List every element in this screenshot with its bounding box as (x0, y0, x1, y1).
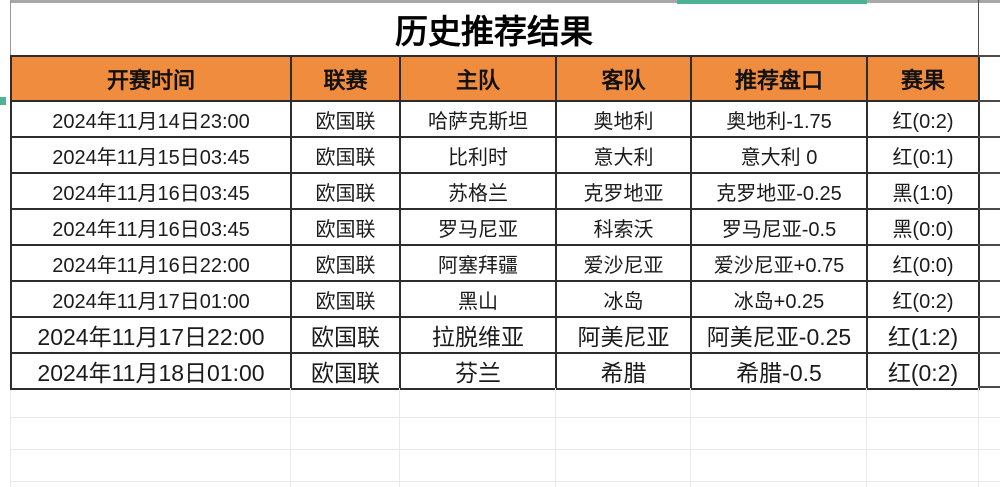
gridline-horizontal (10, 481, 1000, 482)
row-border-extension (978, 208, 1000, 210)
header-league[interactable]: 联赛 (290, 55, 401, 102)
results-table: 开赛时间 联赛 主队 客队 推荐盘口 赛果 2024年11月14日23:00 欧国… (10, 55, 980, 390)
gridline-vertical (555, 388, 556, 487)
cell-time[interactable]: 2024年11月14日23:00 (10, 100, 292, 138)
cell-away[interactable]: 意大利 (555, 136, 692, 174)
cell-time[interactable]: 2024年11月16日03:45 (10, 208, 292, 246)
cell-result[interactable]: 黑(1:0) (866, 172, 980, 210)
table-row: 2024年11月15日03:45 欧国联 比利时 意大利 意大利 0 红(0:1) (10, 136, 980, 174)
row-border-extension (978, 55, 1000, 57)
header-handicap[interactable]: 推荐盘口 (690, 55, 868, 102)
row-border-extension (978, 136, 1000, 138)
cell-away[interactable]: 冰岛 (555, 280, 692, 318)
cell-home[interactable]: 比利时 (399, 136, 557, 174)
cell-result[interactable]: 红(0:0) (866, 244, 980, 282)
cell-league[interactable]: 欧国联 (290, 172, 401, 210)
cell-result[interactable]: 红(1:2) (866, 316, 980, 354)
sheet-left-gridline-faint (10, 388, 11, 487)
cell-handicap[interactable]: 意大利 0 (690, 136, 868, 174)
cell-league[interactable]: 欧国联 (290, 352, 401, 390)
cell-time[interactable]: 2024年11月16日22:00 (10, 244, 292, 282)
cell-result[interactable]: 红(0:2) (866, 352, 980, 390)
cell-league[interactable]: 欧国联 (290, 208, 401, 246)
cell-home[interactable]: 哈萨克斯坦 (399, 100, 557, 138)
header-away-team[interactable]: 客队 (555, 55, 692, 102)
cell-handicap[interactable]: 奥地利-1.75 (690, 100, 868, 138)
cell-league[interactable]: 欧国联 (290, 136, 401, 174)
table-row: 2024年11月16日03:45 欧国联 苏格兰 克罗地亚 克罗地亚-0.25 黑(1:0… (10, 172, 980, 210)
selection-row-marker (0, 97, 6, 105)
cell-away[interactable]: 奥地利 (555, 100, 692, 138)
gridline-vertical (978, 388, 979, 487)
cell-time[interactable]: 2024年11月18日01:00 (10, 352, 292, 390)
cell-result[interactable]: 黑(0:0) (866, 208, 980, 246)
cell-away[interactable]: 科索沃 (555, 208, 692, 246)
cell-away[interactable]: 爱沙尼亚 (555, 244, 692, 282)
gridline-vertical (399, 388, 400, 487)
cell-league[interactable]: 欧国联 (290, 280, 401, 318)
row-border-extension (978, 172, 1000, 174)
gridline-horizontal (10, 417, 1000, 418)
table-row: 2024年11月18日01:00 欧国联 芬兰 希腊 希腊-0.5 红(0:2) (10, 352, 980, 390)
selection-range-top-border (677, 0, 867, 4)
page-title: 历史推荐结果 (395, 13, 593, 50)
cell-home[interactable]: 拉脱维亚 (399, 316, 557, 354)
gridline-vertical (866, 388, 867, 487)
cell-away[interactable]: 希腊 (555, 352, 692, 390)
cell-home[interactable]: 黑山 (399, 280, 557, 318)
cell-time[interactable]: 2024年11月17日01:00 (10, 280, 292, 318)
cell-away[interactable]: 克罗地亚 (555, 172, 692, 210)
cell-handicap[interactable]: 冰岛+0.25 (690, 280, 868, 318)
cell-time[interactable]: 2024年11月16日03:45 (10, 172, 292, 210)
row-border-extension (978, 352, 1000, 354)
row-border-extension (978, 280, 1000, 282)
row-border-extension (978, 100, 1000, 102)
sheet-right-gridline (978, 0, 979, 55)
table-row: 2024年11月17日01:00 欧国联 黑山 冰岛 冰岛+0.25 红(0:2) (10, 280, 980, 318)
cell-league[interactable]: 欧国联 (290, 244, 401, 282)
header-row: 开赛时间 联赛 主队 客队 推荐盘口 赛果 (10, 55, 980, 102)
cell-handicap[interactable]: 爱沙尼亚+0.75 (690, 244, 868, 282)
cell-handicap[interactable]: 希腊-0.5 (690, 352, 868, 390)
cell-home[interactable]: 罗马尼亚 (399, 208, 557, 246)
gridline-vertical (290, 388, 291, 487)
cell-league[interactable]: 欧国联 (290, 100, 401, 138)
gridline-vertical (690, 388, 691, 487)
row-border-extension (978, 244, 1000, 246)
cell-handicap[interactable]: 阿美尼亚-0.25 (690, 316, 868, 354)
table-row: 2024年11月16日22:00 欧国联 阿塞拜疆 爱沙尼亚 爱沙尼亚+0.75 红(0:… (10, 244, 980, 282)
cell-time[interactable]: 2024年11月15日03:45 (10, 136, 292, 174)
table-body: 2024年11月14日23:00 欧国联 哈萨克斯坦 奥地利 奥地利-1.75 红(0:2… (10, 100, 980, 390)
sheet-top-gridline (10, 0, 1000, 3)
header-result[interactable]: 赛果 (866, 55, 980, 102)
cell-home[interactable]: 芬兰 (399, 352, 557, 390)
cell-handicap[interactable]: 克罗地亚-0.25 (690, 172, 868, 210)
row-border-extension (978, 386, 1000, 388)
table-row: 2024年11月16日03:45 欧国联 罗马尼亚 科索沃 罗马尼亚-0.5 黑(0:0) (10, 208, 980, 246)
cell-away[interactable]: 阿美尼亚 (555, 316, 692, 354)
table-row: 2024年11月17日22:00 欧国联 拉脱维亚 阿美尼亚 阿美尼亚-0.25 红(1:… (10, 316, 980, 354)
cell-league[interactable]: 欧国联 (290, 316, 401, 354)
cell-home[interactable]: 阿塞拜疆 (399, 244, 557, 282)
cell-result[interactable]: 红(0:2) (866, 280, 980, 318)
header-start-time[interactable]: 开赛时间 (10, 55, 292, 102)
gridline-horizontal (10, 449, 1000, 450)
table-row: 2024年11月14日23:00 欧国联 哈萨克斯坦 奥地利 奥地利-1.75 红(0:2… (10, 100, 980, 138)
cell-time[interactable]: 2024年11月17日22:00 (10, 316, 292, 354)
header-home-team[interactable]: 主队 (399, 55, 557, 102)
cell-handicap[interactable]: 罗马尼亚-0.5 (690, 208, 868, 246)
cell-result[interactable]: 红(0:1) (866, 136, 980, 174)
row-border-extension (978, 316, 1000, 318)
cell-result[interactable]: 红(0:2) (866, 100, 980, 138)
cell-home[interactable]: 苏格兰 (399, 172, 557, 210)
